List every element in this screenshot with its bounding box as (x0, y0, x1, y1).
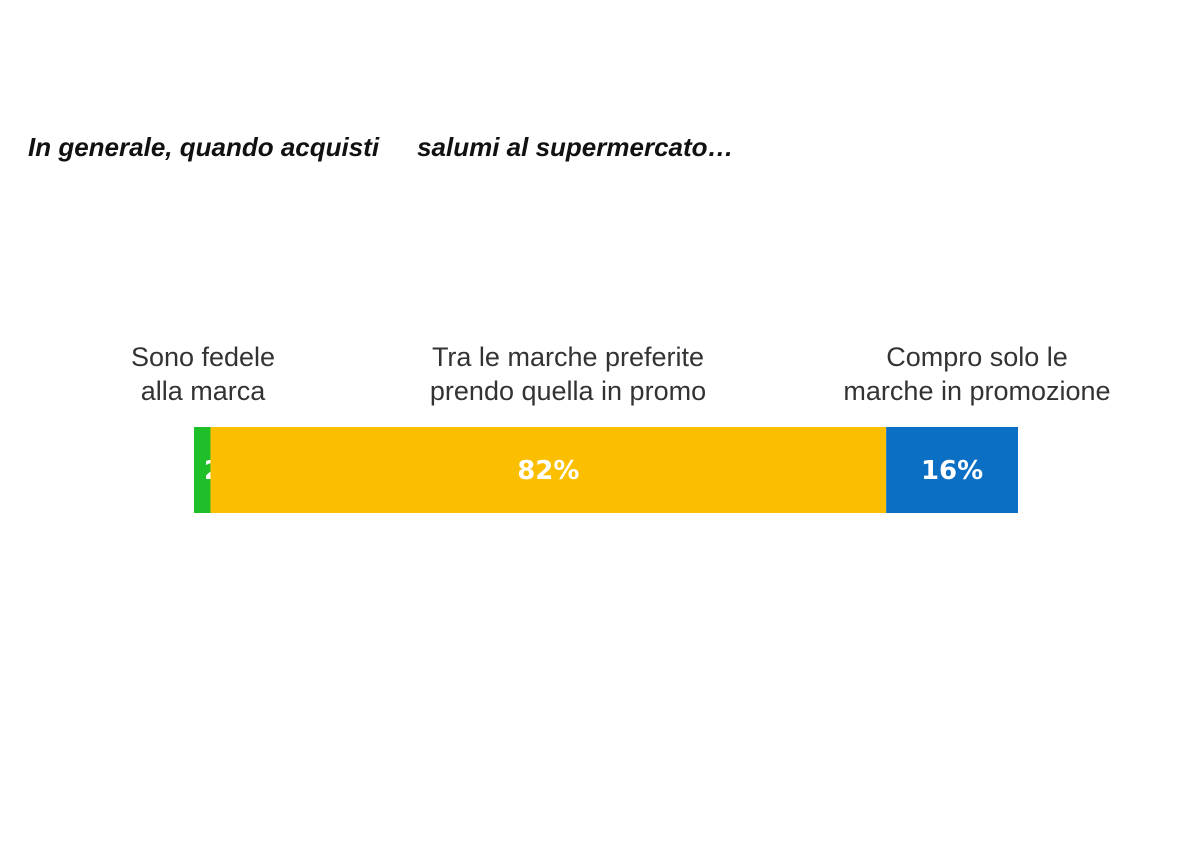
chart-title-part-2: salumi al supermercato… (417, 132, 734, 162)
bar-segment-preferred-promo (210, 427, 887, 513)
category-label-only-promo: Compro solo le marche in promozione (843, 340, 1110, 408)
value-label-preferred-promo: 82% (517, 456, 579, 486)
bar-segment-only-promo (886, 427, 1018, 513)
chart-title: In generale, quando acquisti salumi al su… (28, 132, 734, 163)
category-label-line: Sono fedele (130, 342, 276, 372)
category-label-line: prendo quella in promo (429, 376, 707, 406)
chart-title-part-1: In generale, quando acquisti (28, 132, 380, 162)
category-label-brand-loyal: Sono fedele alla marca (131, 340, 275, 408)
value-label-only-promo: 16% (921, 456, 983, 486)
bar-segment-brand-loyal (194, 427, 211, 513)
category-label-line: Tra le marche preferite (431, 342, 705, 372)
category-label-line: Compro solo le (886, 342, 1068, 372)
category-label-preferred-promo: Tra le marche preferite prendo quella in… (430, 340, 706, 408)
category-label-line: marche in promozione (843, 376, 1111, 406)
category-label-line: alla marca (140, 376, 266, 406)
